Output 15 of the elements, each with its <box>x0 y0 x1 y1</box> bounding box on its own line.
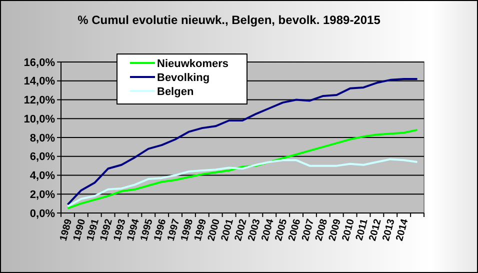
line-series <box>66 128 418 210</box>
legend-label: Nieuwkomers <box>157 58 229 70</box>
y-tick-label: 6,0% <box>30 151 56 164</box>
y-tick-label: 4,0% <box>30 170 56 182</box>
legend-label: Bevolking <box>157 72 210 84</box>
legend-label: Belgen <box>157 86 194 98</box>
y-tick-label: 12,0% <box>24 94 56 107</box>
y-tick-label: 16,0% <box>24 56 56 69</box>
line-series <box>66 158 418 208</box>
y-tick-label: 10,0% <box>24 113 56 126</box>
y-tick-label: 8,0% <box>30 132 56 144</box>
y-tick-label: 0,0% <box>30 208 56 220</box>
y-tick-label: 2,0% <box>30 188 56 201</box>
y-tick-label: 14,0% <box>24 76 56 88</box>
chart-title: % Cumul evolutie nieuwk., Belgen, bevolk. 1989-2015 <box>78 13 381 27</box>
